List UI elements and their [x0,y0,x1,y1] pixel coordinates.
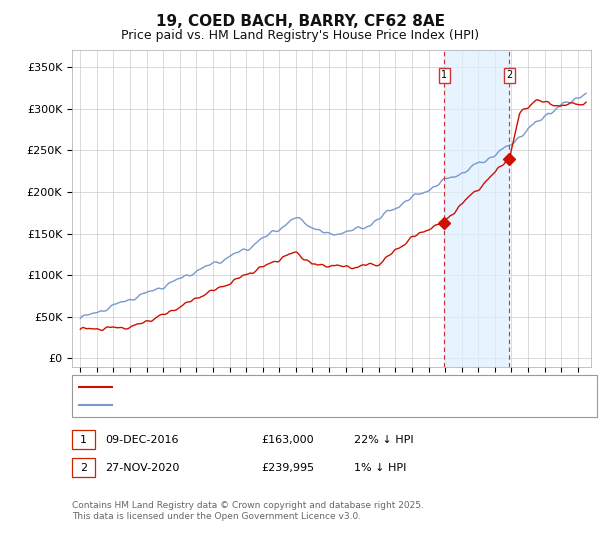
Text: 1: 1 [442,71,448,81]
Text: 1% ↓ HPI: 1% ↓ HPI [354,463,406,473]
Text: 19, COED BACH, BARRY, CF62 8AE: 19, COED BACH, BARRY, CF62 8AE [155,14,445,29]
Text: Contains HM Land Registry data © Crown copyright and database right 2025.
This d: Contains HM Land Registry data © Crown c… [72,501,424,521]
Bar [445,50,509,367]
Text: 2: 2 [506,71,512,81]
Text: 1: 1 [80,435,87,445]
Text: 19, COED BACH, BARRY, CF62 8AE (semi-detached house): 19, COED BACH, BARRY, CF62 8AE (semi-det… [118,382,443,392]
Text: 2: 2 [80,463,87,473]
Text: HPI: Average price, semi-detached house, Vale of Glamorgan: HPI: Average price, semi-detached house,… [118,400,458,410]
Text: 27-NOV-2020: 27-NOV-2020 [105,463,179,473]
Text: Price paid vs. HM Land Registry's House Price Index (HPI): Price paid vs. HM Land Registry's House … [121,29,479,42]
Text: £163,000: £163,000 [261,435,314,445]
Text: £239,995: £239,995 [261,463,314,473]
Text: 22% ↓ HPI: 22% ↓ HPI [354,435,413,445]
Text: 09-DEC-2016: 09-DEC-2016 [105,435,179,445]
